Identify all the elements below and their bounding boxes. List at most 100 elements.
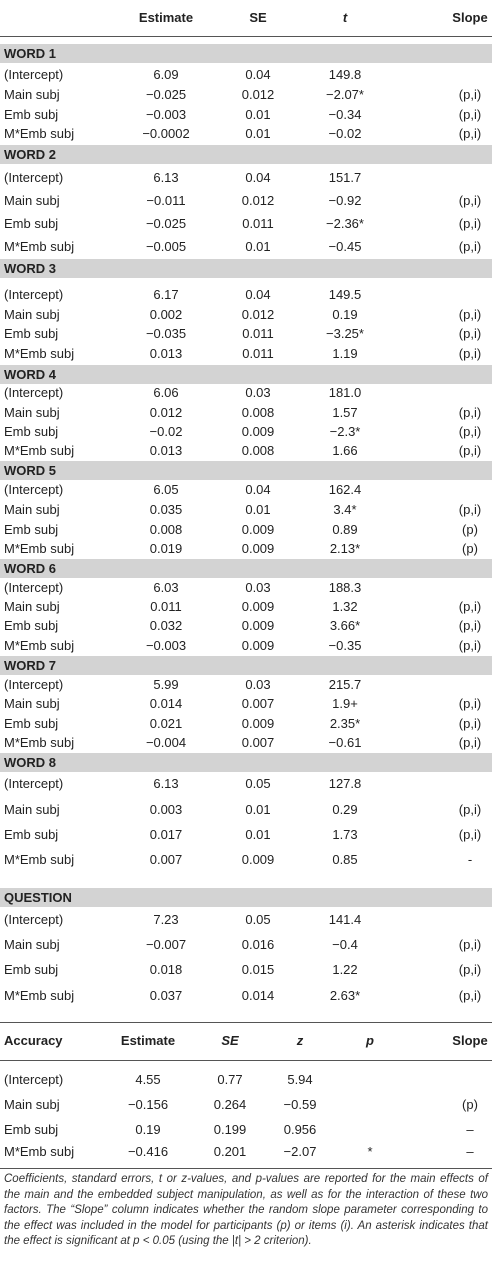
- cell: 1.32: [332, 599, 358, 614]
- row-label: (Intercept): [4, 287, 64, 302]
- cell: 0.012: [241, 193, 275, 208]
- cell: 0.012: [149, 405, 183, 420]
- cell: (p,i): [458, 618, 482, 633]
- section-bar: [0, 365, 492, 384]
- cell: 0.01: [245, 107, 271, 122]
- row-label: (Intercept): [4, 677, 64, 692]
- cell: 1.9+: [332, 696, 358, 711]
- row-label: M*Emb subj: [4, 852, 75, 867]
- row-label: M*Emb subj: [4, 346, 75, 361]
- cell: 0.05: [245, 776, 271, 791]
- cell: −0.007: [145, 937, 187, 952]
- row-label: Emb subj: [4, 522, 59, 537]
- cell: 0.011: [242, 216, 274, 231]
- cell: 0.009: [241, 618, 275, 633]
- cell: 2.13*: [329, 541, 361, 556]
- caption: Coefficients, standard errors, t or z-va…: [4, 1173, 488, 1247]
- cell: 0.008: [241, 443, 275, 458]
- section-bar: [0, 145, 492, 164]
- cell: 0.007: [241, 735, 275, 750]
- cell: *: [367, 1144, 373, 1159]
- cell: 0.015: [241, 962, 275, 977]
- row-label: Main subj: [4, 405, 60, 420]
- cell: 0.012: [241, 307, 275, 322]
- cell: 0.009: [241, 522, 275, 537]
- section-rule: [0, 1022, 492, 1023]
- header-rule: [0, 36, 492, 37]
- cell: 0.01: [245, 502, 271, 517]
- cell: −0.59: [283, 1097, 317, 1112]
- cell: −2.07*: [326, 87, 364, 102]
- cell: 0.012: [241, 87, 275, 102]
- cell: 6.09: [153, 67, 179, 82]
- cell: 6.13: [153, 170, 179, 185]
- cell: −0.025: [145, 216, 187, 231]
- cell: 0.03: [245, 580, 271, 595]
- cell: 149.5: [328, 287, 362, 302]
- cell: (p): [462, 541, 478, 556]
- cell: 0.032: [149, 618, 183, 633]
- cell: 151.7: [328, 170, 362, 185]
- cell: 0.035: [149, 502, 183, 517]
- section-bar: [0, 259, 492, 278]
- cell: (p,i): [458, 735, 482, 750]
- cell: −0.011: [146, 193, 186, 208]
- cell: −0.34: [328, 107, 362, 122]
- cell: 1.22: [332, 962, 358, 977]
- cell: 0.009: [241, 599, 275, 614]
- cell: 0.03: [245, 677, 271, 692]
- section-title: QUESTION: [4, 890, 72, 905]
- cell: 0.01: [245, 827, 271, 842]
- section-title: WORD 6: [4, 561, 56, 576]
- cell: 3.66*: [329, 618, 361, 633]
- cell: 0.021: [149, 716, 183, 731]
- cell: (p,i): [458, 424, 482, 439]
- cell: −0.035: [145, 326, 187, 341]
- cell: 0.956: [283, 1122, 317, 1137]
- row-label: (Intercept): [4, 1072, 64, 1087]
- cell: 0.014: [149, 696, 183, 711]
- cell: 0.19: [135, 1122, 161, 1137]
- cell: −0.61: [328, 735, 362, 750]
- cell: 6.17: [153, 287, 179, 302]
- cell: 0.011: [242, 346, 274, 361]
- cell: −0.416: [127, 1144, 169, 1159]
- column-header: SE: [221, 1033, 239, 1048]
- cell: −0.02: [328, 126, 362, 141]
- row-label: Main subj: [4, 937, 60, 952]
- row-label: Emb subj: [4, 107, 59, 122]
- cell: 0.77: [217, 1072, 243, 1087]
- cell: (p): [462, 1097, 478, 1112]
- cell: 0.003: [149, 802, 183, 817]
- section-title: WORD 2: [4, 147, 56, 162]
- cell: (p,i): [458, 599, 482, 614]
- row-label: Emb subj: [4, 326, 59, 341]
- cell: −0.003: [145, 107, 187, 122]
- cell: 2.35*: [329, 716, 361, 731]
- cell: (p,i): [458, 126, 482, 141]
- cell: 0.01: [245, 239, 271, 254]
- cell: 4.55: [135, 1072, 161, 1087]
- cell: 0.008: [241, 405, 275, 420]
- cell: 0.04: [245, 482, 271, 497]
- cell: 5.94: [287, 1072, 313, 1087]
- cell: 141.4: [328, 912, 362, 927]
- row-label: M*Emb subj: [4, 239, 75, 254]
- cell: (p,i): [458, 346, 482, 361]
- cell: 0.04: [245, 287, 271, 302]
- cell: 0.04: [245, 67, 271, 82]
- row-label: Emb subj: [4, 962, 59, 977]
- cell: 0.04: [245, 170, 271, 185]
- cell: 1.19: [332, 346, 358, 361]
- cell: −0.003: [145, 638, 187, 653]
- cell: −0.92: [328, 193, 362, 208]
- column-header: Estimate: [120, 1033, 176, 1048]
- cell: (p,i): [458, 827, 482, 842]
- cell: −2.07: [283, 1144, 317, 1159]
- cell: 0.008: [149, 522, 183, 537]
- bottom-rule: [0, 1168, 492, 1169]
- row-label: Emb subj: [4, 716, 59, 731]
- cell: 1.73: [332, 827, 358, 842]
- cell: 0.017: [149, 827, 183, 842]
- cell: 1.66: [332, 443, 358, 458]
